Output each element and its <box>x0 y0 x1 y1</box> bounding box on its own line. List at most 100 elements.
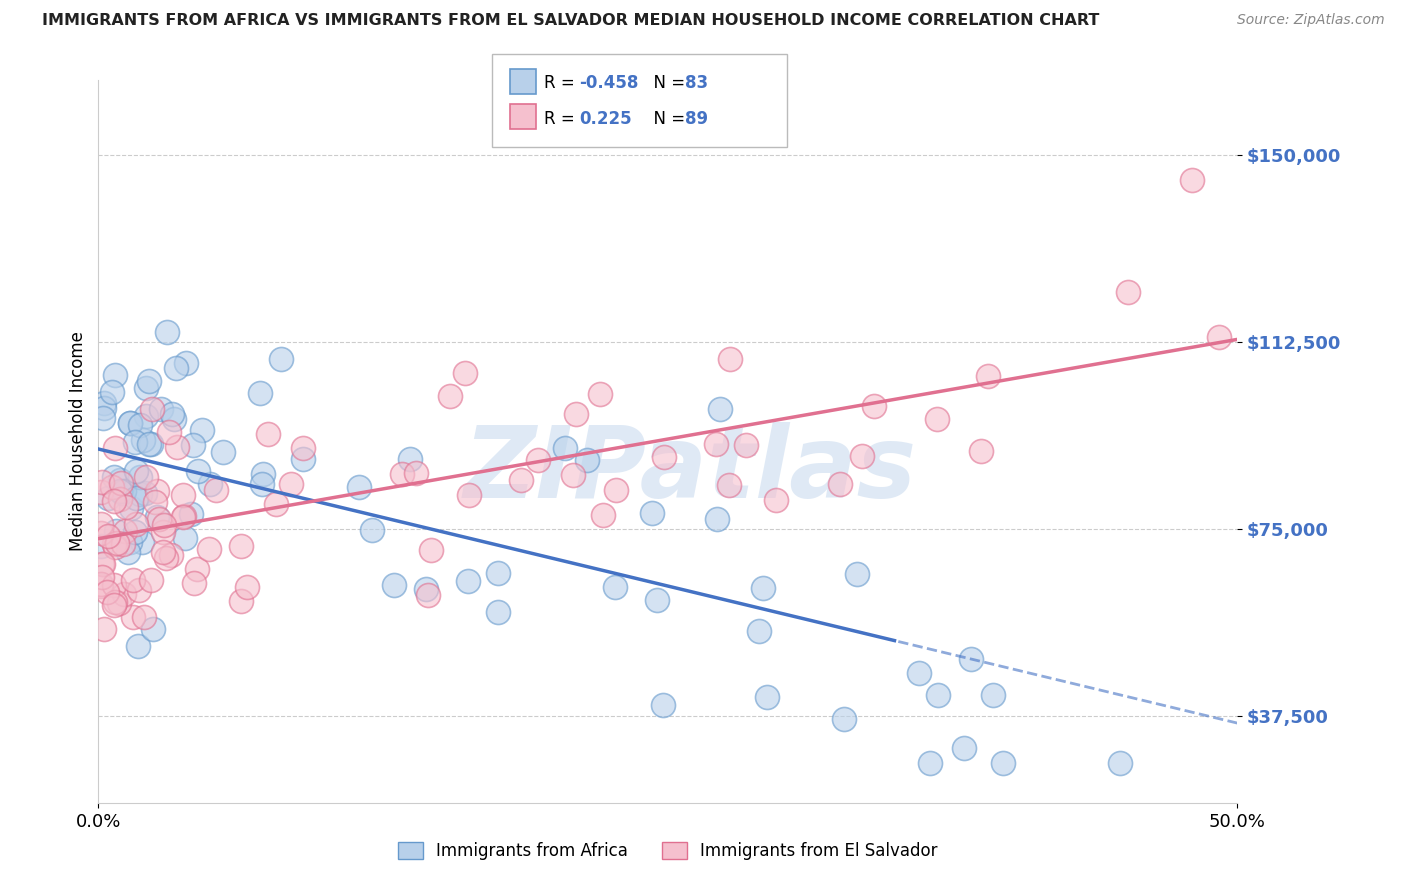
Point <box>110 475 132 490</box>
Point <box>141 402 163 417</box>
Point <box>846 567 869 582</box>
Point <box>103 537 125 551</box>
Point <box>101 480 124 494</box>
Point <box>229 593 252 607</box>
Point <box>198 542 221 557</box>
Point <box>135 381 157 395</box>
Text: N =: N = <box>643 74 690 92</box>
Point <box>959 651 981 665</box>
Point <box>1108 756 1130 770</box>
Point <box>231 539 253 553</box>
Point <box>1181 173 1204 187</box>
Point <box>191 423 214 437</box>
Point <box>652 450 675 464</box>
Point <box>152 544 174 558</box>
Point <box>114 500 136 515</box>
Point <box>486 566 509 580</box>
Point <box>198 477 221 491</box>
Point <box>96 584 118 599</box>
Point <box>97 529 120 543</box>
Text: 89: 89 <box>685 110 707 128</box>
Point <box>103 578 125 592</box>
Point <box>160 407 183 421</box>
Text: 83: 83 <box>685 74 707 92</box>
Point <box>131 534 153 549</box>
Point <box>97 491 120 505</box>
Point <box>124 524 146 539</box>
Point <box>862 399 884 413</box>
Point <box>104 540 127 554</box>
Point <box>156 326 179 340</box>
Point <box>125 491 148 505</box>
Point <box>398 452 420 467</box>
Point <box>927 688 949 702</box>
Point <box>718 477 741 491</box>
Point <box>257 426 280 441</box>
Point <box>138 437 160 451</box>
Point <box>90 557 112 571</box>
Point <box>292 442 315 456</box>
Point <box>152 524 174 539</box>
Point <box>186 562 208 576</box>
Point <box>187 464 209 478</box>
Text: IMMIGRANTS FROM AFRICA VS IMMIGRANTS FROM EL SALVADOR MEDIAN HOUSEHOLD INCOME CO: IMMIGRANTS FROM AFRICA VS IMMIGRANTS FRO… <box>42 13 1099 29</box>
Point <box>111 486 134 500</box>
Point <box>163 411 186 425</box>
Point <box>280 477 302 491</box>
Point <box>173 508 195 523</box>
Point <box>718 352 741 367</box>
Point <box>120 534 142 549</box>
Point <box>457 488 479 502</box>
Point <box>90 525 112 540</box>
Point <box>918 756 941 770</box>
Point <box>172 509 194 524</box>
Point <box>93 622 115 636</box>
Point <box>252 467 274 482</box>
Point <box>120 501 142 516</box>
Point <box>420 543 443 558</box>
Point <box>107 596 129 610</box>
Point <box>103 598 125 612</box>
Text: ZIPatlas: ZIPatlas <box>464 422 917 519</box>
Point <box>575 452 598 467</box>
Point <box>110 492 132 507</box>
Point <box>153 518 176 533</box>
Point <box>527 453 550 467</box>
Point <box>138 374 160 388</box>
Point <box>970 443 993 458</box>
Point <box>748 624 770 638</box>
Point <box>160 548 183 562</box>
Point <box>1208 329 1230 343</box>
Point <box>114 524 136 539</box>
Point <box>108 473 131 487</box>
Point <box>706 512 728 526</box>
Text: R =: R = <box>544 74 581 92</box>
Point <box>145 510 167 524</box>
Point <box>105 524 128 538</box>
Point <box>292 451 315 466</box>
Point <box>416 588 439 602</box>
Point <box>382 578 405 592</box>
Point <box>211 445 233 459</box>
Point <box>645 592 668 607</box>
Point <box>93 401 115 415</box>
Point <box>765 492 787 507</box>
Point <box>112 484 135 499</box>
Text: Source: ZipAtlas.com: Source: ZipAtlas.com <box>1237 13 1385 28</box>
Point <box>166 440 188 454</box>
Point <box>851 449 873 463</box>
Point <box>141 437 163 451</box>
Point <box>90 484 112 499</box>
Point <box>165 360 187 375</box>
Point <box>252 477 274 491</box>
Point <box>264 497 287 511</box>
Point <box>174 531 197 545</box>
Text: -0.458: -0.458 <box>579 74 638 92</box>
Point <box>155 551 177 566</box>
Point <box>205 483 228 497</box>
Point <box>457 574 479 588</box>
Point <box>91 411 114 425</box>
Point <box>756 690 779 705</box>
Point <box>830 477 852 491</box>
Point <box>93 396 115 410</box>
